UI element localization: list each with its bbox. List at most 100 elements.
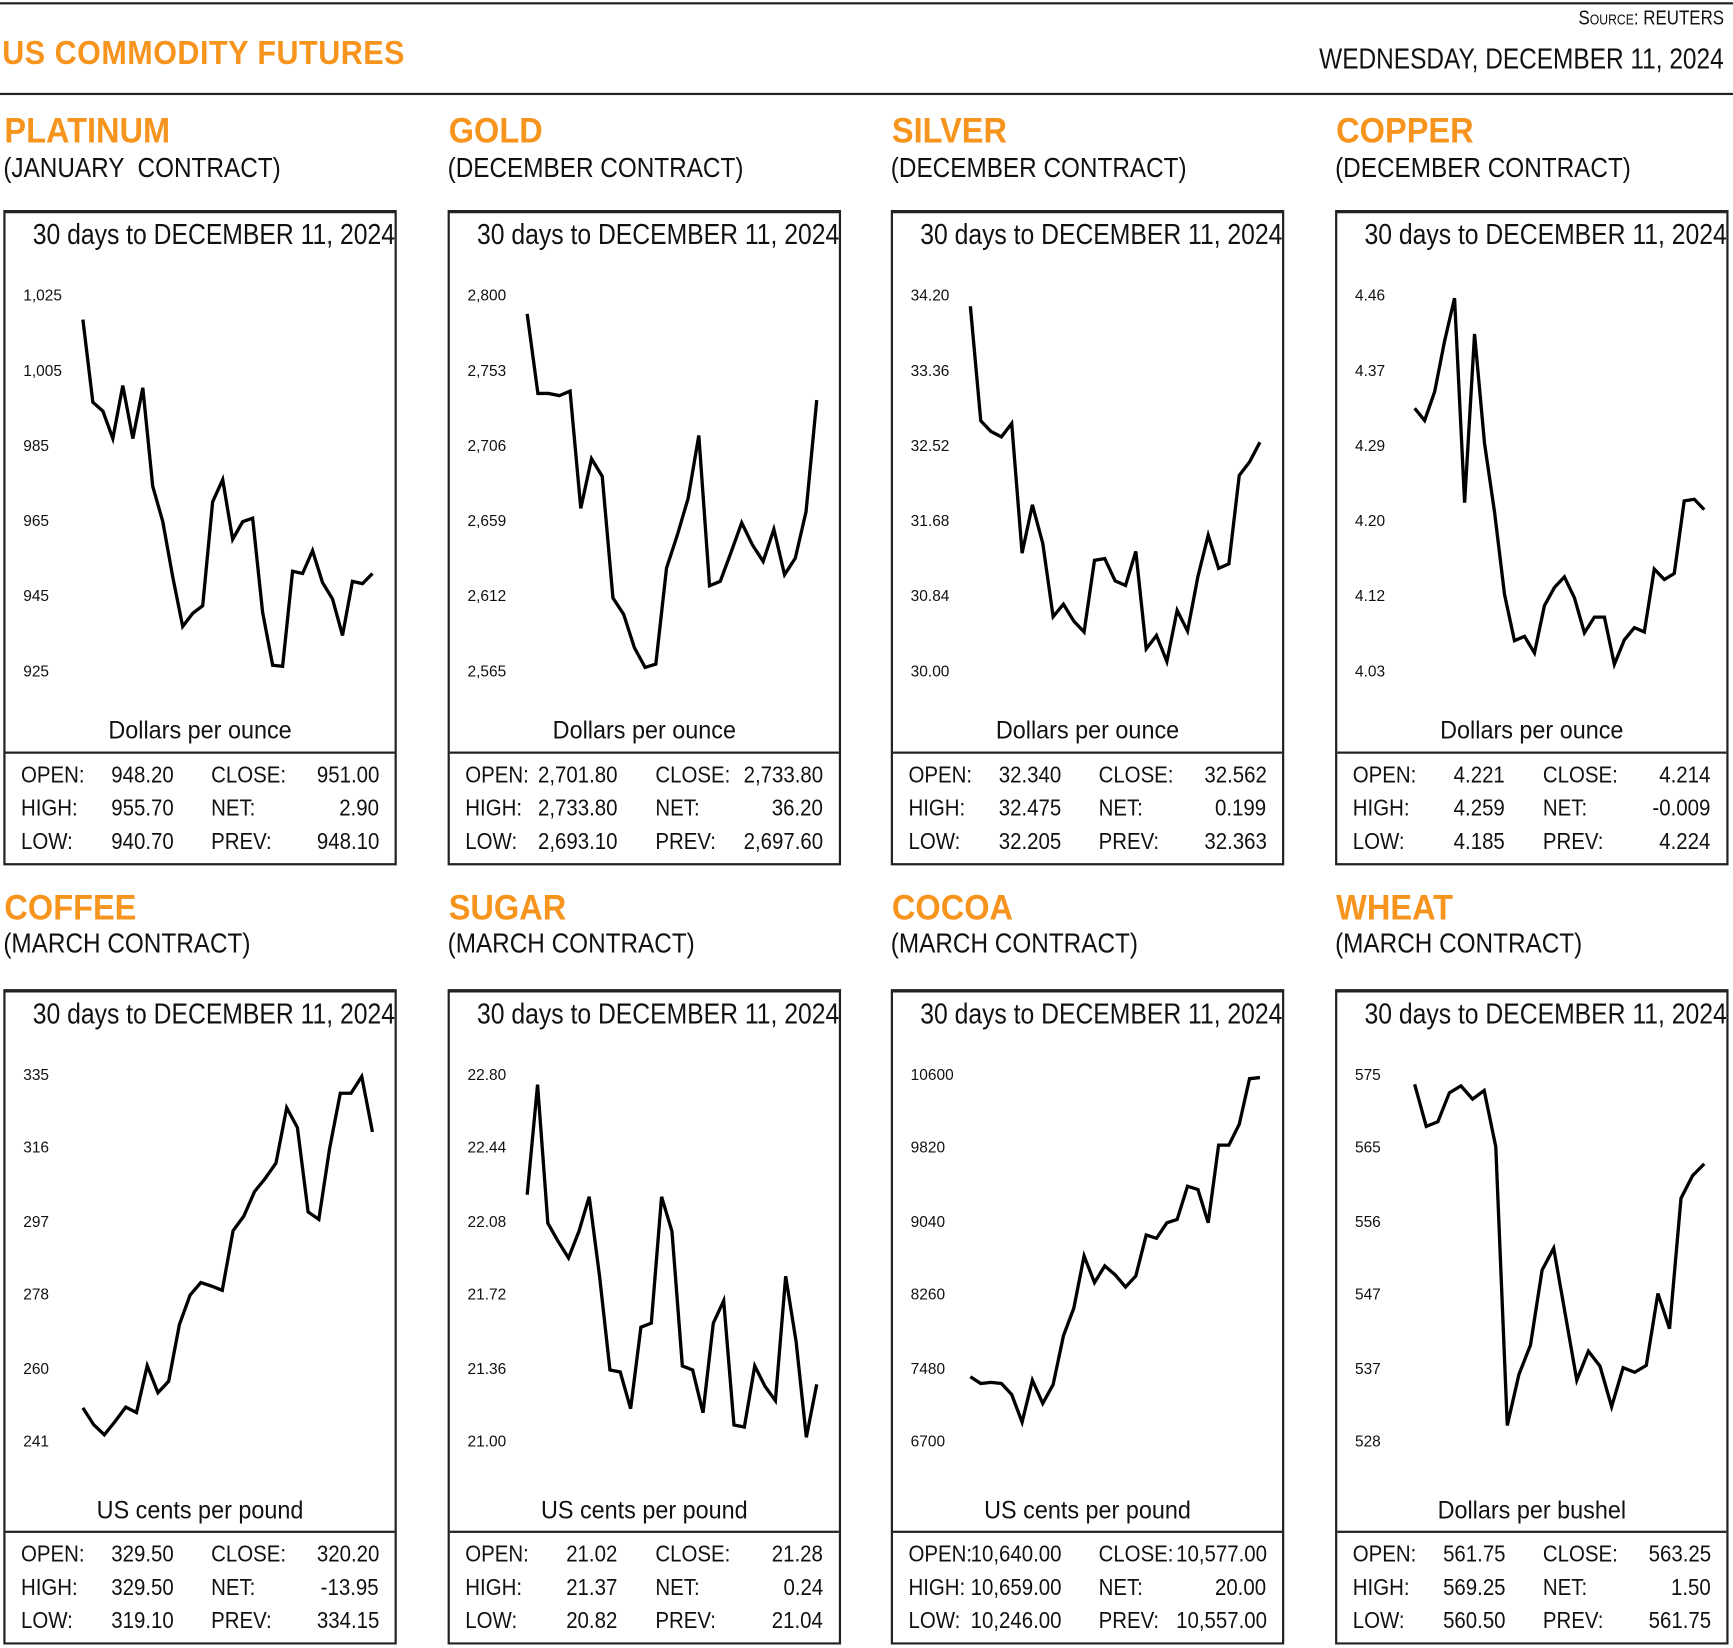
chart-title: 30 days to DECEMBER 11, 2024 — [32, 217, 395, 251]
y-tick-label: 575 — [1354, 1065, 1381, 1084]
y-tick-label: 21.00 — [467, 1432, 507, 1451]
stat-label-low: LOW: — [908, 1608, 961, 1634]
stats-divider — [449, 1530, 839, 1533]
stat-label-net: NET: — [1542, 795, 1588, 822]
y-tick-label: 565 — [1354, 1138, 1381, 1157]
y-tick-label: 278 — [23, 1285, 50, 1304]
price-series-line — [1413, 1083, 1706, 1426]
stat-label-close: CLOSE: — [655, 762, 731, 789]
sugar-contract: (MARCH CONTRACT) — [447, 928, 695, 960]
top-rule — [0, 2, 1733, 5]
stats-divider — [5, 751, 395, 754]
price-series-line — [525, 313, 819, 670]
chart-title: 30 days to DECEMBER 11, 2024 — [477, 217, 840, 251]
stat-value-high: 569.25 — [1442, 1574, 1506, 1601]
wheat-heading: WHEAT — [1336, 887, 1454, 928]
stat-label-prev: PREV: — [1542, 828, 1604, 855]
coffee-contract: (MARCH CONTRACT) — [3, 928, 251, 960]
chart-title: 30 days to DECEMBER 11, 2024 — [1364, 996, 1727, 1031]
gold-heading: GOLD — [448, 110, 543, 151]
silver-contract: (DECEMBER CONTRACT) — [890, 152, 1187, 184]
line-chart — [969, 1075, 1261, 1428]
stat-label-close: CLOSE: — [1098, 762, 1174, 789]
stat-value-high: 955.70 — [111, 795, 174, 822]
stat-value-open: 561.75 — [1442, 1541, 1506, 1568]
stat-value-prev: 2,697.60 — [743, 828, 824, 855]
gold-chart-panel: 30 days to DECEMBER 11, 2024 2,800 2,753 2,… — [447, 209, 842, 866]
stat-value-close: 21.28 — [772, 1541, 824, 1568]
stat-value-net: 36.20 — [772, 795, 824, 822]
y-tick-label: 2,706 — [467, 436, 507, 455]
stat-value-open: 4.221 — [1454, 762, 1506, 789]
stat-value-net: 2.90 — [339, 795, 380, 822]
stat-value-prev: 10,557.00 — [1175, 1608, 1267, 1634]
price-series-line — [81, 319, 374, 669]
chart-title: 30 days to DECEMBER 11, 2024 — [920, 996, 1283, 1031]
stat-value-close: 2,733.80 — [743, 762, 824, 789]
stat-value-low: 4.185 — [1454, 828, 1506, 855]
y-tick-label: 31.68 — [910, 511, 950, 530]
stat-value-net: 0.199 — [1215, 795, 1267, 822]
unit-label: Dollars per ounce — [1440, 715, 1624, 744]
price-series-line — [1413, 297, 1706, 670]
stat-label-prev: PREV: — [1098, 828, 1160, 855]
stat-value-open: 10,640.00 — [970, 1541, 1061, 1568]
stat-label-low: LOW: — [465, 1608, 518, 1634]
cocoa-contract: (MARCH CONTRACT) — [890, 928, 1138, 960]
cocoa-chart-panel: 30 days to DECEMBER 11, 2024 10600 9820 904… — [890, 989, 1285, 1645]
stat-label-high: HIGH: — [908, 795, 966, 822]
stat-label-prev: PREV: — [1542, 1608, 1604, 1634]
stat-label-high: HIGH: — [465, 795, 523, 822]
y-tick-label: 4.37 — [1354, 361, 1386, 380]
stat-label-net: NET: — [655, 795, 700, 822]
stats-divider — [449, 751, 839, 754]
line-chart — [525, 1084, 819, 1438]
unit-label: Dollars per ounce — [552, 715, 736, 744]
stat-label-high: HIGH: — [465, 1574, 523, 1601]
y-tick-label: 4.46 — [1354, 286, 1386, 304]
y-tick-label: 965 — [23, 511, 50, 530]
stat-label-close: CLOSE: — [211, 762, 287, 789]
stat-label-open: OPEN: — [465, 1541, 529, 1568]
y-tick-label: 335 — [23, 1065, 50, 1084]
chart-title: 30 days to DECEMBER 11, 2024 — [920, 217, 1283, 251]
stats-divider — [5, 1530, 395, 1533]
stat-label-open: OPEN: — [20, 1541, 85, 1568]
y-tick-label: 4.20 — [1354, 511, 1386, 530]
stat-label-high: HIGH: — [1352, 795, 1410, 822]
y-tick-label: 34.20 — [910, 286, 950, 304]
wheat-contract: (MARCH CONTRACT) — [1335, 928, 1583, 960]
unit-label: Dollars per ounce — [995, 715, 1180, 744]
stat-value-net: 20.00 — [1215, 1574, 1267, 1601]
chart-title: 30 days to DECEMBER 11, 2024 — [1364, 217, 1727, 251]
y-tick-label: 985 — [23, 436, 50, 455]
stat-label-close: CLOSE: — [655, 1541, 731, 1568]
stat-value-prev: 21.04 — [772, 1608, 824, 1634]
y-tick-label: 2,800 — [467, 286, 507, 304]
stat-value-low: 20.82 — [566, 1608, 618, 1634]
y-tick-label: 297 — [23, 1212, 50, 1230]
y-tick-label: 528 — [1354, 1432, 1381, 1451]
platinum-contract: (JANUARY CONTRACT) — [3, 152, 281, 184]
stat-value-high: 10,659.00 — [970, 1574, 1061, 1601]
stat-value-high: 329.50 — [111, 1574, 174, 1601]
stat-label-prev: PREV: — [211, 1608, 272, 1634]
stat-value-net: -13.95 — [321, 1574, 380, 1601]
unit-label: US cents per pound — [96, 1495, 304, 1525]
stat-value-net: 1.50 — [1671, 1574, 1711, 1601]
wheat-chart-panel: 30 days to DECEMBER 11, 2024 575 565 556 547… — [1335, 989, 1729, 1645]
stat-label-close: CLOSE: — [1542, 762, 1618, 789]
y-tick-label: 9040 — [910, 1212, 946, 1230]
y-tick-label: 21.72 — [467, 1285, 507, 1304]
y-tick-label: 2,565 — [467, 662, 507, 680]
platinum-heading: PLATINUM — [4, 110, 171, 151]
stat-value-high: 4.259 — [1454, 795, 1506, 822]
stat-value-net: -0.009 — [1652, 795, 1711, 822]
y-tick-label: 8260 — [910, 1285, 946, 1304]
silver-chart-panel: 30 days to DECEMBER 11, 2024 34.20 33.36 32… — [890, 209, 1285, 866]
unit-label: US cents per pound — [984, 1495, 1191, 1525]
platinum-chart-panel: 30 days to DECEMBER 11, 2024 1,025 1,005 98… — [3, 209, 397, 866]
stat-value-open: 329.50 — [111, 1541, 174, 1568]
line-chart — [81, 1072, 375, 1438]
